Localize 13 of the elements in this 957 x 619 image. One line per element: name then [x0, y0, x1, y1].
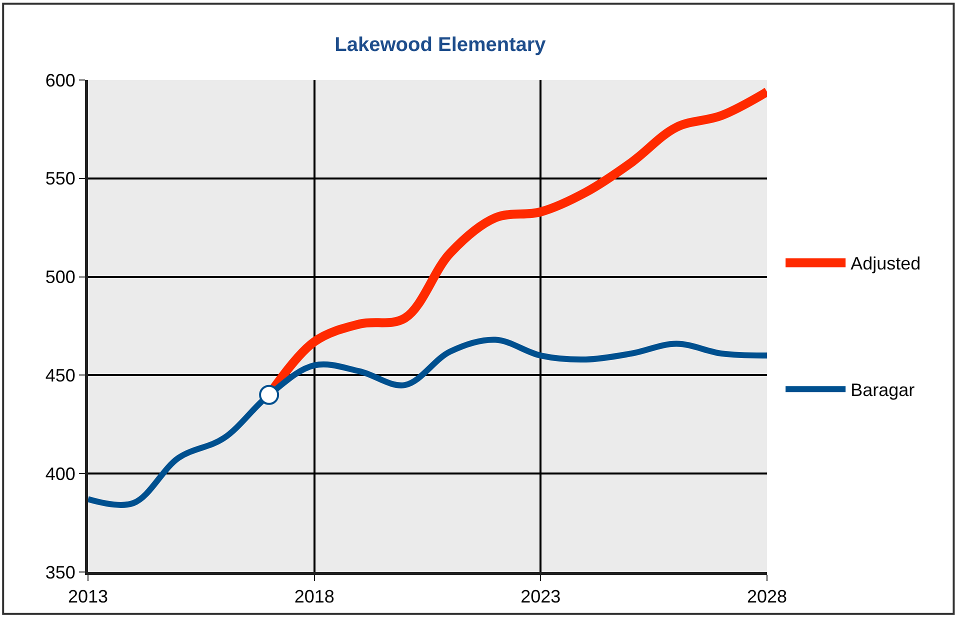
chart-title: Lakewood Elementary: [334, 34, 547, 56]
x-tick-label: 2018: [294, 586, 334, 607]
legend-label: Baragar: [850, 380, 915, 400]
y-tick-label: 550: [45, 168, 76, 189]
y-tick-label: 500: [45, 267, 76, 288]
x-tick-label: 2013: [68, 586, 108, 607]
x-tick-label: 2028: [746, 586, 788, 607]
legend-label: Adjusted: [850, 254, 921, 274]
y-tick-label: 450: [45, 366, 76, 386]
y-tick-label: 600: [45, 70, 76, 90]
x-tick-label: 2023: [520, 586, 561, 607]
y-tick-label: 400: [45, 464, 76, 484]
y-tick-label: 350: [45, 562, 76, 582]
